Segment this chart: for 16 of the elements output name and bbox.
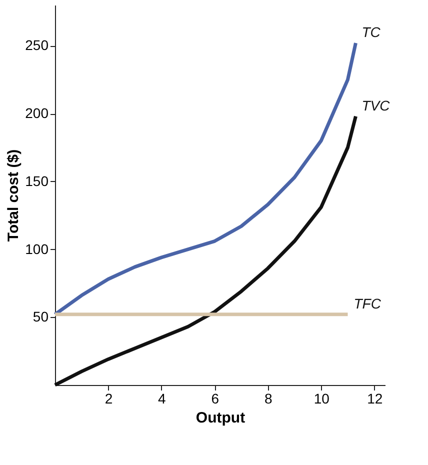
y-tick-label: 250 (25, 37, 49, 54)
y-tick-label: 50 (32, 308, 49, 325)
x-tick-label: 6 (211, 390, 220, 406)
series-label: TVC (362, 97, 391, 114)
x-tick-label: 12 (367, 390, 383, 406)
x-tick-label: 4 (158, 390, 166, 406)
series-label: TC (362, 24, 382, 40)
x-tick-label: 8 (264, 390, 273, 406)
y-tick-label: 200 (25, 105, 49, 122)
y-tick-label: 150 (25, 172, 49, 189)
x-tick-label: 10 (314, 390, 330, 406)
y-axis-title: Total cost ($) (5, 149, 22, 242)
series-label: TFC (354, 295, 382, 312)
y-tick-label: 100 (25, 240, 49, 257)
x-axis-title: Output (196, 410, 246, 426)
x-tick-label: 2 (104, 390, 113, 406)
